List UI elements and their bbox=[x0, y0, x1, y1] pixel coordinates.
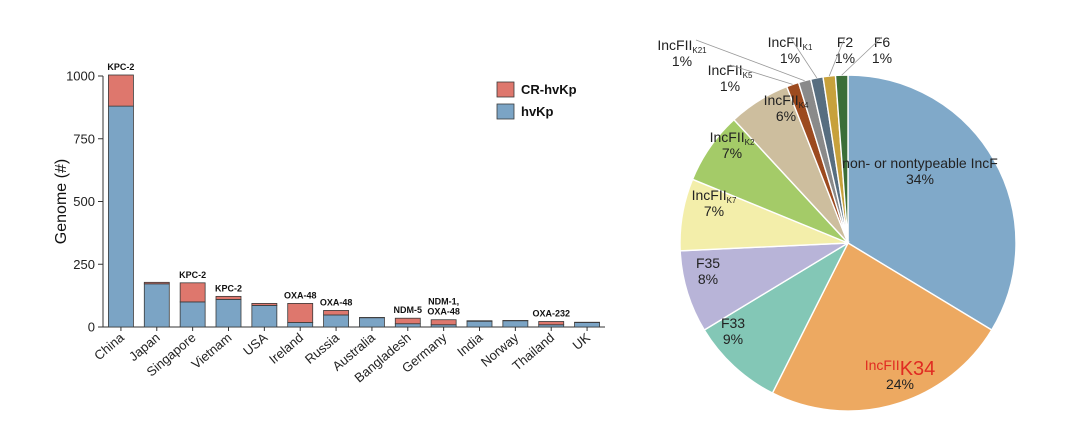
pie-percent-label: 7% bbox=[704, 203, 724, 219]
bar-cr-hvkp bbox=[215, 295, 242, 300]
bar-cr-hvkp bbox=[323, 310, 349, 316]
pie-label-subscript: K1 bbox=[803, 43, 813, 52]
legend-label: CR-hvKp bbox=[521, 82, 577, 97]
pie-leader-line bbox=[729, 64, 793, 85]
y-tick-label: 250 bbox=[73, 257, 95, 272]
pie-label-text: F2 bbox=[837, 34, 854, 50]
pie-percent-label: 1% bbox=[720, 78, 740, 94]
pie-leader-line bbox=[828, 36, 846, 77]
pie-slice bbox=[703, 241, 850, 394]
bar-annotation: KPC-2 bbox=[107, 62, 134, 72]
bar-annotation: OXA-232 bbox=[532, 308, 570, 318]
pie-label-text: IncFII bbox=[768, 34, 803, 50]
bar-annotation: KPC-2 bbox=[179, 270, 206, 280]
pie-percent-label: 8% bbox=[698, 271, 718, 287]
bar-hvkp bbox=[108, 105, 134, 328]
pie-label-text: IncFII bbox=[710, 129, 745, 145]
pie-label: IncFIIK34 bbox=[865, 357, 936, 380]
pie-label-subscript: K7 bbox=[727, 196, 737, 205]
pie-percent-label: 7% bbox=[722, 145, 742, 161]
pie-percent-label: 9% bbox=[723, 331, 743, 347]
legend-swatch bbox=[496, 103, 515, 120]
bar-hvkp bbox=[143, 283, 170, 328]
pie-label: IncFIIK1 bbox=[768, 34, 813, 52]
pie-leader-line bbox=[695, 39, 805, 82]
pie-slice bbox=[834, 74, 849, 244]
pie-label-text: F33 bbox=[721, 315, 745, 331]
bar-cr-hvkp bbox=[466, 320, 493, 322]
pie-label: F35 bbox=[696, 255, 720, 271]
bar-cr-hvkp bbox=[538, 321, 565, 326]
pie-percent-label: 1% bbox=[780, 50, 800, 66]
pie-label: F6 bbox=[874, 34, 891, 50]
bar-cr-hvkp bbox=[143, 281, 170, 285]
bar-cr-hvkp bbox=[287, 303, 314, 323]
pie-percent-label: 34% bbox=[906, 171, 934, 187]
pie-label: IncFIIK4 bbox=[764, 92, 809, 110]
pie-label-text: IncFII bbox=[692, 187, 727, 203]
pie-label: IncFIIK7 bbox=[692, 187, 737, 205]
pie-label-text: F35 bbox=[696, 255, 720, 271]
y-tick-label: 1000 bbox=[66, 69, 95, 84]
y-tick-label: 750 bbox=[73, 131, 95, 146]
bar-annotation: KPC-2 bbox=[215, 283, 242, 293]
pie-label-text: F6 bbox=[874, 34, 891, 50]
pie-label: IncFIIK21 bbox=[657, 37, 707, 55]
pie-label-subscript: K4 bbox=[799, 101, 809, 110]
pie-label-text: IncFII bbox=[865, 357, 900, 373]
pie-percent-label: 6% bbox=[776, 108, 796, 124]
y-tick-label: 500 bbox=[73, 194, 95, 209]
pie-percent-label: 24% bbox=[886, 376, 914, 392]
bar-cr-hvkp bbox=[108, 74, 134, 107]
legend-swatch bbox=[496, 81, 515, 98]
bar-cr-hvkp bbox=[251, 303, 278, 306]
pie-label-subscript: K34 bbox=[900, 358, 936, 380]
bar-annotation: OXA-48 bbox=[427, 307, 460, 317]
pie-leader-line bbox=[789, 36, 818, 79]
bar-annotation: NDM-1, bbox=[428, 297, 459, 307]
pie-label-subscript: K2 bbox=[745, 138, 755, 147]
bar-hvkp bbox=[179, 301, 206, 328]
bar-annotation: OXA-48 bbox=[320, 297, 353, 307]
pie-percent-label: 1% bbox=[835, 50, 855, 66]
pie-label-text: IncFII bbox=[764, 92, 799, 108]
pie-label-text: non- or nontypeable IncF bbox=[842, 155, 998, 171]
pie-label: F2 bbox=[837, 34, 854, 50]
bar-annotation: OXA-48 bbox=[284, 290, 317, 300]
legend-label: hvKp bbox=[521, 104, 554, 119]
pie-label: IncFIIK2 bbox=[710, 129, 755, 147]
pie-label: F33 bbox=[721, 315, 745, 331]
pie-label-subscript: K21 bbox=[692, 46, 707, 55]
pie-label-text: IncFII bbox=[657, 37, 692, 53]
pie-label-subscript: K5 bbox=[743, 71, 753, 80]
bar-cr-hvkp bbox=[430, 319, 457, 326]
pie-label-text: IncFII bbox=[708, 62, 743, 78]
y-tick-label: 0 bbox=[88, 320, 95, 335]
pie-percent-label: 1% bbox=[872, 50, 892, 66]
bar-annotation: NDM-5 bbox=[394, 305, 423, 315]
pie-slice bbox=[847, 74, 1017, 331]
bar-cr-hvkp bbox=[179, 282, 206, 303]
pie-label: non- or nontypeable IncF bbox=[842, 155, 998, 171]
pie-leader-line bbox=[841, 36, 883, 76]
pie-percent-label: 1% bbox=[672, 53, 692, 69]
bar-cr-hvkp bbox=[394, 317, 421, 325]
y-axis-label: Genome (#) bbox=[53, 159, 70, 244]
